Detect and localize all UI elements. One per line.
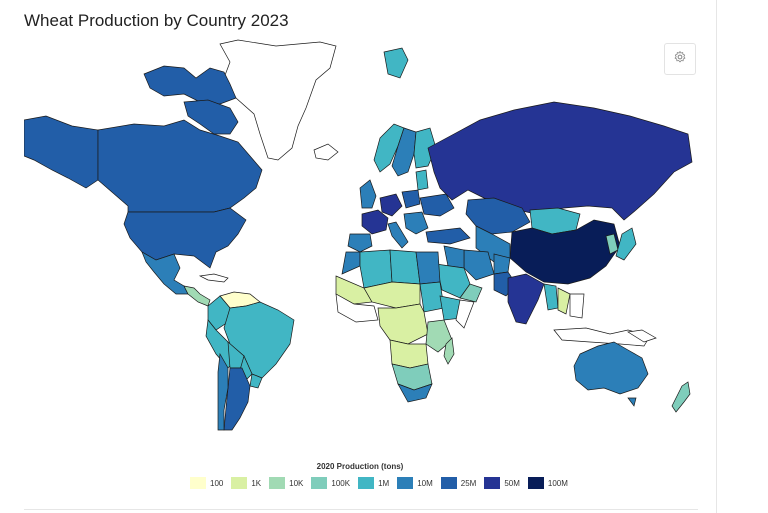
region-usa [123,207,247,269]
legend-item: 1K [231,477,261,489]
legend-swatch [231,477,248,489]
legend-swatch [190,477,206,489]
region-myanmar [543,283,559,311]
region-central-africa [377,303,429,345]
region-algeria [359,249,393,289]
legend-swatch [484,477,501,489]
legend-swatch [269,477,286,489]
legend-label: 10K [289,478,304,488]
region-west-africa [335,293,379,323]
region-france [361,209,389,235]
region-new-zealand [671,381,691,413]
region-norway [373,123,405,173]
world-map[interactable] [24,38,698,440]
region-iraq-syria [443,245,465,269]
legend-swatch [311,477,328,489]
legend-label: 10M [417,478,433,488]
region-canada [97,119,263,213]
legend-item: 100M [527,477,568,489]
region-egypt [415,251,441,285]
legend-item: 10M [397,477,433,489]
chart-panel: Wheat Production by Country 2023 [24,11,698,510]
gear-icon [673,50,687,69]
region-russia [427,101,693,221]
region-baltics [415,169,429,191]
region-japan [615,227,637,261]
region-somalia [455,299,475,329]
legend-item: 100K [311,477,350,489]
region-new-guinea [627,329,657,343]
legend-swatch [397,477,414,489]
legend-item: 1M [358,477,389,489]
legend-label: 1M [378,478,390,488]
region-tasmania [627,397,637,407]
legend-label: 100 [210,478,224,488]
region-south-africa [397,383,433,403]
legend-label: 100K [331,478,351,488]
legend-swatch [527,477,544,489]
region-yemen-oman [459,283,483,303]
region-cuba [198,273,229,283]
region-india [507,273,545,325]
legend-swatch [440,477,457,489]
region-australia [573,341,649,395]
legend-swatch [358,477,375,489]
region-indochina [569,293,585,319]
legend-label: 25M [460,478,477,488]
region-morocco [341,251,361,275]
region-sweden [391,127,417,177]
region-arctic-islands [143,65,237,105]
region-balkans [403,211,429,235]
region-libya [389,249,421,285]
region-spain [347,233,373,253]
legend-label: 100M [547,478,568,488]
legend-item: 25M [440,477,477,489]
region-kenya-tanzania [425,319,453,353]
region-ukraine [419,193,455,217]
region-mexico [141,251,189,295]
region-china [509,219,621,285]
region-svalbard [383,47,409,79]
side-panel [716,0,768,513]
legend-item: 50M [484,477,520,489]
legend: 100 1K 10K 100K 1M 10M 25M 50M 100M [190,477,568,489]
region-mauritania-mali [335,275,373,305]
region-baffin [183,99,239,135]
region-uk [359,179,377,209]
region-iceland [313,143,339,161]
region-italy [387,221,409,249]
region-chile [217,352,229,431]
region-turkey [425,227,471,245]
region-central-america [183,285,211,307]
legend-title: 2020 Production (tons) [316,462,404,471]
region-poland [401,189,421,209]
page-title: Wheat Production by Country 2023 [24,11,289,30]
settings-button[interactable] [664,43,696,75]
legend-item: 100 [190,477,223,489]
divider [24,509,698,510]
region-argentina [223,367,251,431]
legend-label: 1K [251,478,262,488]
region-germany [379,193,403,217]
legend-item: 10K [269,477,303,489]
region-uruguay [249,373,263,389]
region-niger-chad [363,281,421,309]
region-angola-zambia [389,339,429,369]
region-thailand [557,287,571,315]
legend-label: 50M [504,478,520,488]
region-alaska [24,115,99,189]
region-madagascar [443,337,455,365]
